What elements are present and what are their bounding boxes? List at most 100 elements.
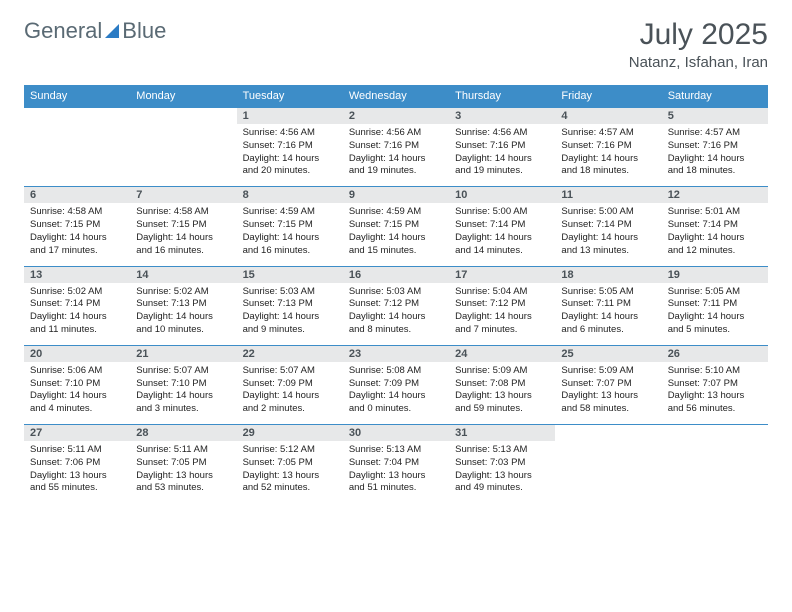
day-content: Sunrise: 5:06 AMSunset: 7:10 PMDaylight:… (24, 362, 130, 424)
daylight-text: Daylight: 14 hours and 4 minutes. (30, 390, 124, 416)
sunrise-text: Sunrise: 5:02 AM (30, 286, 124, 299)
day-number: 13 (24, 267, 130, 283)
day-number-empty (555, 425, 661, 441)
day-number: 31 (449, 425, 555, 441)
calendar-day-cell: 15Sunrise: 5:03 AMSunset: 7:13 PMDayligh… (237, 266, 343, 345)
day-number: 23 (343, 346, 449, 362)
sunset-text: Sunset: 7:14 PM (561, 219, 655, 232)
day-content: Sunrise: 4:56 AMSunset: 7:16 PMDaylight:… (449, 124, 555, 186)
daylight-text: Daylight: 14 hours and 5 minutes. (668, 311, 762, 337)
daylight-text: Daylight: 13 hours and 55 minutes. (30, 470, 124, 496)
sunset-text: Sunset: 7:13 PM (243, 298, 337, 311)
sunset-text: Sunset: 7:14 PM (455, 219, 549, 232)
day-content: Sunrise: 4:58 AMSunset: 7:15 PMDaylight:… (24, 203, 130, 265)
sunset-text: Sunset: 7:10 PM (136, 378, 230, 391)
daylight-text: Daylight: 14 hours and 17 minutes. (30, 232, 124, 258)
calendar-day-cell: 26Sunrise: 5:10 AMSunset: 7:07 PMDayligh… (662, 345, 768, 424)
day-content: Sunrise: 5:02 AMSunset: 7:13 PMDaylight:… (130, 283, 236, 345)
calendar-body: 1Sunrise: 4:56 AMSunset: 7:16 PMDaylight… (24, 108, 768, 504)
logo-text-general: General (24, 18, 102, 44)
day-content: Sunrise: 4:58 AMSunset: 7:15 PMDaylight:… (130, 203, 236, 265)
day-content: Sunrise: 5:04 AMSunset: 7:12 PMDaylight:… (449, 283, 555, 345)
day-number: 25 (555, 346, 661, 362)
day-content: Sunrise: 5:02 AMSunset: 7:14 PMDaylight:… (24, 283, 130, 345)
sunrise-text: Sunrise: 4:59 AM (243, 206, 337, 219)
sunrise-text: Sunrise: 5:09 AM (455, 365, 549, 378)
calendar-day-cell: 27Sunrise: 5:11 AMSunset: 7:06 PMDayligh… (24, 425, 130, 504)
sunrise-text: Sunrise: 4:58 AM (136, 206, 230, 219)
title-area: July 2025 Natanz, Isfahan, Iran (629, 18, 768, 71)
day-number: 28 (130, 425, 236, 441)
daylight-text: Daylight: 14 hours and 11 minutes. (30, 311, 124, 337)
sunrise-text: Sunrise: 5:02 AM (136, 286, 230, 299)
calendar-day-cell: 13Sunrise: 5:02 AMSunset: 7:14 PMDayligh… (24, 266, 130, 345)
sunrise-text: Sunrise: 5:13 AM (455, 444, 549, 457)
calendar-day-cell: 30Sunrise: 5:13 AMSunset: 7:04 PMDayligh… (343, 425, 449, 504)
day-number: 7 (130, 187, 236, 203)
sunset-text: Sunset: 7:05 PM (243, 457, 337, 470)
day-content: Sunrise: 4:59 AMSunset: 7:15 PMDaylight:… (237, 203, 343, 265)
calendar-table: Sunday Monday Tuesday Wednesday Thursday… (24, 85, 768, 503)
sunset-text: Sunset: 7:08 PM (455, 378, 549, 391)
daylight-text: Daylight: 14 hours and 0 minutes. (349, 390, 443, 416)
day-number: 20 (24, 346, 130, 362)
daylight-text: Daylight: 14 hours and 7 minutes. (455, 311, 549, 337)
day-content: Sunrise: 5:13 AMSunset: 7:03 PMDaylight:… (449, 441, 555, 503)
day-content: Sunrise: 5:09 AMSunset: 7:08 PMDaylight:… (449, 362, 555, 424)
sunset-text: Sunset: 7:12 PM (455, 298, 549, 311)
sunrise-text: Sunrise: 4:57 AM (561, 127, 655, 140)
day-number: 15 (237, 267, 343, 283)
daylight-text: Daylight: 14 hours and 18 minutes. (668, 153, 762, 179)
daylight-text: Daylight: 14 hours and 14 minutes. (455, 232, 549, 258)
sunset-text: Sunset: 7:10 PM (30, 378, 124, 391)
sunset-text: Sunset: 7:15 PM (30, 219, 124, 232)
calendar-week-row: 1Sunrise: 4:56 AMSunset: 7:16 PMDaylight… (24, 108, 768, 187)
daylight-text: Daylight: 13 hours and 56 minutes. (668, 390, 762, 416)
daylight-text: Daylight: 13 hours and 52 minutes. (243, 470, 337, 496)
daylight-text: Daylight: 14 hours and 19 minutes. (455, 153, 549, 179)
sunrise-text: Sunrise: 5:03 AM (243, 286, 337, 299)
logo: General Blue (24, 18, 166, 44)
daylight-text: Daylight: 14 hours and 12 minutes. (668, 232, 762, 258)
calendar-day-cell: 21Sunrise: 5:07 AMSunset: 7:10 PMDayligh… (130, 345, 236, 424)
day-number: 24 (449, 346, 555, 362)
daylight-text: Daylight: 14 hours and 18 minutes. (561, 153, 655, 179)
day-content: Sunrise: 5:13 AMSunset: 7:04 PMDaylight:… (343, 441, 449, 503)
logo-triangle-icon (105, 24, 119, 38)
sunrise-text: Sunrise: 5:00 AM (455, 206, 549, 219)
day-content: Sunrise: 5:11 AMSunset: 7:06 PMDaylight:… (24, 441, 130, 503)
calendar-day-cell: 11Sunrise: 5:00 AMSunset: 7:14 PMDayligh… (555, 187, 661, 266)
daylight-text: Daylight: 14 hours and 20 minutes. (243, 153, 337, 179)
daylight-text: Daylight: 14 hours and 3 minutes. (136, 390, 230, 416)
sunset-text: Sunset: 7:13 PM (136, 298, 230, 311)
sunrise-text: Sunrise: 4:56 AM (455, 127, 549, 140)
day-content: Sunrise: 5:05 AMSunset: 7:11 PMDaylight:… (555, 283, 661, 345)
calendar-week-row: 27Sunrise: 5:11 AMSunset: 7:06 PMDayligh… (24, 425, 768, 504)
sunrise-text: Sunrise: 5:06 AM (30, 365, 124, 378)
sunrise-text: Sunrise: 5:13 AM (349, 444, 443, 457)
sunset-text: Sunset: 7:06 PM (30, 457, 124, 470)
calendar-day-cell: 9Sunrise: 4:59 AMSunset: 7:15 PMDaylight… (343, 187, 449, 266)
day-header-sunday: Sunday (24, 85, 130, 108)
calendar-day-cell: 19Sunrise: 5:05 AMSunset: 7:11 PMDayligh… (662, 266, 768, 345)
calendar-day-cell (555, 425, 661, 504)
day-number: 16 (343, 267, 449, 283)
daylight-text: Daylight: 14 hours and 6 minutes. (561, 311, 655, 337)
day-number: 5 (662, 108, 768, 124)
calendar-day-cell: 2Sunrise: 4:56 AMSunset: 7:16 PMDaylight… (343, 108, 449, 187)
calendar-day-cell (662, 425, 768, 504)
day-number: 26 (662, 346, 768, 362)
calendar-day-cell: 31Sunrise: 5:13 AMSunset: 7:03 PMDayligh… (449, 425, 555, 504)
sunrise-text: Sunrise: 5:10 AM (668, 365, 762, 378)
sunset-text: Sunset: 7:16 PM (668, 140, 762, 153)
calendar-day-cell: 3Sunrise: 4:56 AMSunset: 7:16 PMDaylight… (449, 108, 555, 187)
day-content: Sunrise: 5:09 AMSunset: 7:07 PMDaylight:… (555, 362, 661, 424)
day-number: 17 (449, 267, 555, 283)
sunrise-text: Sunrise: 5:03 AM (349, 286, 443, 299)
day-content-empty (555, 441, 661, 499)
day-content: Sunrise: 5:12 AMSunset: 7:05 PMDaylight:… (237, 441, 343, 503)
day-content: Sunrise: 4:57 AMSunset: 7:16 PMDaylight:… (555, 124, 661, 186)
sunrise-text: Sunrise: 5:01 AM (668, 206, 762, 219)
day-content: Sunrise: 5:07 AMSunset: 7:10 PMDaylight:… (130, 362, 236, 424)
day-header-friday: Friday (555, 85, 661, 108)
